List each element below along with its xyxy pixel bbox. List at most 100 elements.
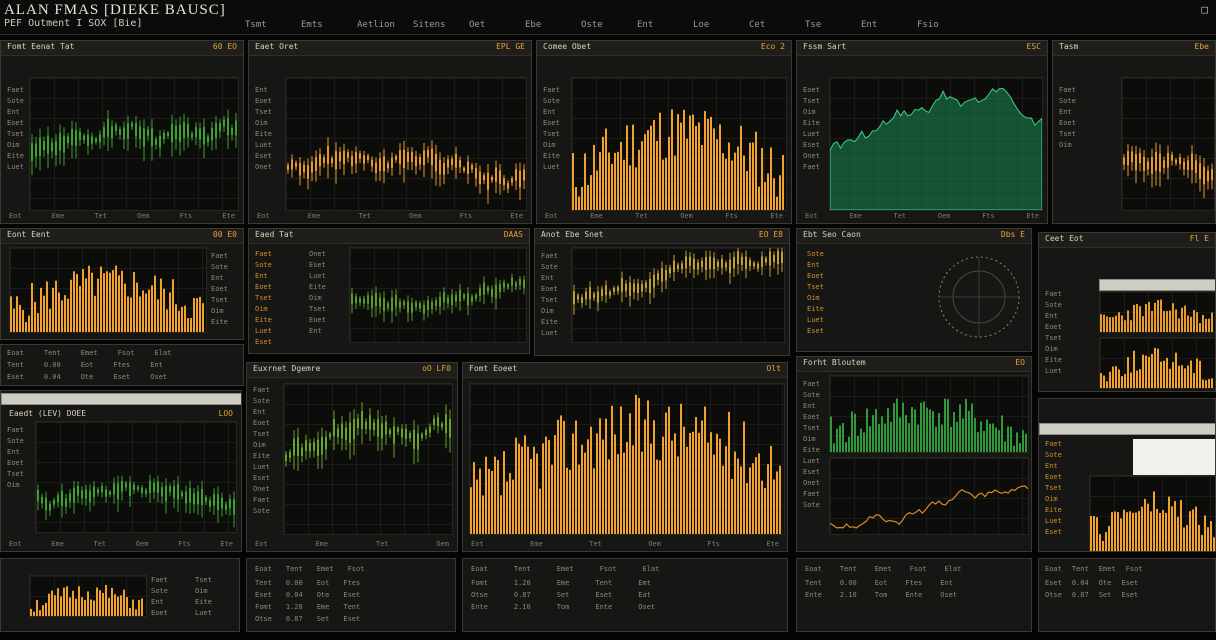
menu-item[interactable]: Loe	[693, 20, 710, 30]
close-icon[interactable]: □	[1201, 3, 1208, 16]
menu-item[interactable]: Aetlion	[357, 20, 395, 30]
volume-bar-chart[interactable]	[571, 77, 787, 211]
candle-body	[297, 437, 299, 456]
candle-body	[101, 485, 103, 493]
menu-bar: Tsmt Emts Aetlion Sitens Oet Ebe Oste En…	[245, 20, 973, 30]
radar-dial[interactable]	[933, 247, 1025, 347]
volume-bar-chart[interactable]	[29, 575, 147, 617]
bar-mark	[1160, 299, 1162, 332]
candle-body	[507, 284, 509, 288]
bar-mark	[1144, 498, 1146, 551]
data-table-panel: Eoat Tent Emet Fsot Eset 0.04 Ote Eset Otse 0.8…	[1038, 558, 1216, 632]
volume-bar-chart[interactable]	[9, 247, 207, 333]
bar-mark	[1169, 310, 1171, 332]
bar-mark	[632, 445, 634, 534]
menu-item[interactable]: Emts	[301, 20, 323, 30]
bar-mark	[773, 178, 775, 210]
candle-body	[151, 128, 153, 147]
candlestick-chart[interactable]	[349, 247, 527, 343]
bar-mark	[668, 136, 670, 210]
bar-mark	[1103, 314, 1105, 332]
bar-mark	[746, 171, 748, 210]
candle-body	[93, 486, 95, 498]
bar-mark	[962, 418, 964, 452]
volume-bar-chart[interactable]	[1089, 475, 1215, 551]
side-labels: Tset Oim Eite Luet	[195, 576, 212, 617]
candle-body	[519, 279, 521, 286]
menu-item[interactable]: Oet	[469, 20, 486, 30]
bar-mark	[52, 287, 54, 332]
volume-bar-chart[interactable]	[469, 383, 785, 535]
bar-mark	[659, 112, 661, 210]
menu-item[interactable]: Oste	[581, 20, 603, 30]
candle-body	[397, 427, 399, 432]
candle-body	[47, 135, 49, 154]
bar-mark	[860, 428, 862, 452]
bar-mark	[1121, 376, 1123, 388]
candle-body	[519, 170, 521, 188]
bar-mark	[57, 588, 59, 616]
candle-body	[149, 480, 151, 494]
bar-mark	[145, 293, 147, 332]
bar-mark	[686, 446, 688, 534]
chart-panel: Ceet Eot Fl E Faet Sote Ent Eoet Tset Oim Ei…	[1038, 232, 1216, 392]
panel-value: oO LF0	[422, 364, 451, 373]
bar-mark	[866, 408, 868, 452]
area-chart[interactable]	[829, 77, 1043, 211]
candle-body	[137, 486, 139, 490]
menu-item[interactable]: Cet	[749, 20, 766, 30]
candle-body	[363, 298, 365, 304]
bar-mark	[731, 478, 733, 534]
volume-bar-chart[interactable]	[829, 375, 1029, 453]
candle-body	[741, 256, 743, 265]
bar-mark	[761, 480, 763, 534]
bar-mark	[1184, 368, 1186, 388]
bar-mark	[983, 430, 985, 452]
volume-bar-chart[interactable]	[1099, 291, 1215, 333]
bar-mark	[749, 142, 751, 210]
bar-mark	[470, 487, 472, 534]
bar-mark	[112, 270, 114, 332]
candle-body	[1151, 157, 1153, 174]
candle-body	[393, 426, 395, 444]
candle-body	[61, 491, 63, 506]
volume-bar-chart[interactable]	[1121, 77, 1215, 211]
candle-body	[355, 152, 357, 164]
bar-mark	[617, 454, 619, 534]
candle-body	[383, 298, 385, 312]
candle-body	[63, 135, 65, 153]
candlestick-chart[interactable]	[285, 77, 527, 211]
menu-item[interactable]: Fsio	[917, 20, 939, 30]
candle-body	[415, 302, 417, 308]
bar-mark	[1181, 365, 1183, 388]
bar-mark	[178, 310, 180, 332]
candle-body	[757, 263, 759, 269]
bar-mark	[102, 593, 104, 616]
bar-mark	[608, 459, 610, 534]
menu-item[interactable]: Tse	[805, 20, 822, 30]
line-chart[interactable]	[829, 457, 1029, 535]
volume-bar-chart[interactable]	[1099, 337, 1215, 389]
candle-body	[357, 418, 359, 428]
bar-mark	[42, 605, 44, 616]
bar-mark	[84, 599, 86, 616]
menu-item[interactable]: Ebe	[525, 20, 542, 30]
candle-body	[145, 489, 147, 494]
candlestick-chart[interactable]	[35, 421, 237, 533]
bar-mark	[542, 443, 544, 534]
candle-body	[487, 287, 489, 292]
candlestick-chart[interactable]	[571, 247, 785, 343]
bar-mark	[737, 458, 739, 534]
bar-mark	[166, 309, 168, 332]
menu-item[interactable]: Sitens	[413, 20, 446, 30]
bar-mark	[863, 432, 865, 452]
candle-body	[487, 172, 489, 190]
menu-item[interactable]: Tsmt	[245, 20, 267, 30]
candle-body	[451, 158, 453, 166]
menu-item[interactable]: Ent	[861, 20, 878, 30]
bar-mark	[584, 452, 586, 534]
menu-item[interactable]: Ent	[637, 20, 654, 30]
candlestick-chart[interactable]	[283, 383, 453, 535]
bar-mark	[530, 458, 532, 534]
candlestick-chart[interactable]	[29, 77, 239, 211]
